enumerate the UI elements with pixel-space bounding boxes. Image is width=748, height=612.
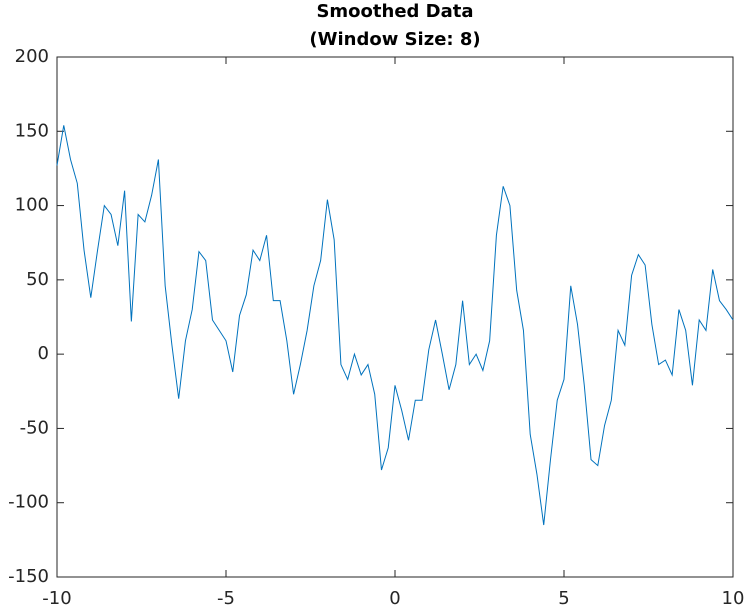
y-tick-label: 50 bbox=[26, 269, 49, 290]
y-tick-label: -50 bbox=[20, 417, 49, 438]
y-tick-label: 150 bbox=[15, 120, 49, 141]
x-tick-label: 0 bbox=[389, 588, 400, 608]
chart-subtitle: (Window Size: 8) bbox=[309, 29, 480, 50]
data-line bbox=[56, 125, 734, 526]
y-tick-label: 100 bbox=[15, 195, 49, 216]
x-tick-label: -10 bbox=[42, 588, 71, 608]
x-tick-label: 5 bbox=[558, 588, 569, 608]
x-tick-label: 10 bbox=[722, 588, 745, 608]
y-tick-label: 0 bbox=[38, 343, 49, 364]
y-tick-label: -100 bbox=[8, 492, 49, 513]
x-tick-label: -5 bbox=[217, 588, 235, 608]
y-tick-label: -150 bbox=[8, 566, 49, 587]
chart-title: Smoothed Data bbox=[316, 1, 473, 22]
y-tick-label: 200 bbox=[15, 46, 49, 67]
